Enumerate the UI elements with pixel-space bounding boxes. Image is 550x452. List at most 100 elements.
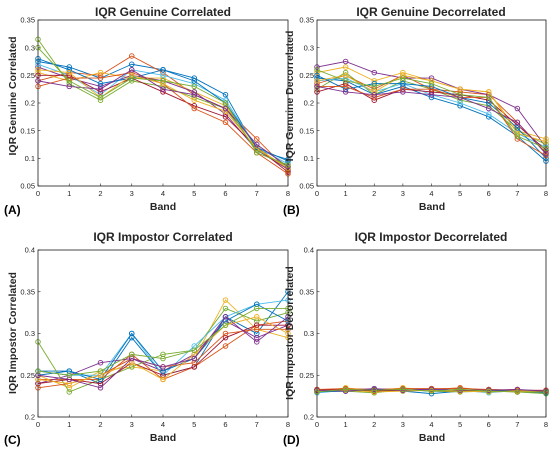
panel-b-series-path <box>316 69 547 149</box>
panel-d-x-tick-label: 8 <box>544 420 548 429</box>
panel-a-x-tick-label: 0 <box>36 189 40 198</box>
panel-c-data-point <box>128 330 135 337</box>
panel-b-y-tick-label: 0.3 <box>304 43 314 52</box>
panel-a-series-line <box>35 69 291 173</box>
panel-b-series-path <box>316 74 547 143</box>
panel-a-y-tick-label: 0.15 <box>20 126 35 135</box>
panel-a-series-path <box>37 39 289 168</box>
panel-a-y-tick-label: 0.3 <box>25 43 35 52</box>
panel-b-data-point <box>342 64 349 70</box>
panel-d-x-tick-label: 7 <box>515 420 519 429</box>
panel-a-data-point <box>97 94 104 101</box>
panel-d-data-point <box>514 389 521 395</box>
panel-c-data-point <box>97 359 104 366</box>
panel-b-y-tick-label: 0.1 <box>304 154 314 163</box>
panel-b-data-point <box>457 91 463 98</box>
panel-c-data-point <box>128 351 135 358</box>
panel-b-plot-area <box>316 19 547 187</box>
panel-b-series-path <box>316 83 547 151</box>
panel-b-data-point <box>371 83 378 90</box>
panel-a-data-point <box>128 67 135 73</box>
panel-a-data-point <box>66 78 72 84</box>
panel-a-data-point <box>97 86 104 92</box>
panel-b-data-point <box>428 80 435 87</box>
panel-b-data-point <box>514 125 521 131</box>
panel-b-xlabel: Band <box>419 201 445 213</box>
panel-b-series-path <box>317 85 547 156</box>
panel-a-data-point <box>160 89 166 95</box>
panel-a-data-point <box>160 78 166 84</box>
panel-c-series-line <box>35 301 291 383</box>
panel-b-data-point <box>457 86 463 92</box>
panel-a-xlabel: Band <box>150 201 176 213</box>
panel-b-data-point <box>428 75 435 81</box>
panel-a-data-point <box>160 86 166 92</box>
panel-a-data-point <box>253 136 260 142</box>
panel-a-series-path <box>37 55 289 171</box>
panel-b-y-tick-label: 0.25 <box>299 71 314 80</box>
panel-a-x-tick-label: 3 <box>130 189 134 198</box>
panel-b-data-point <box>514 133 521 139</box>
panel-d-y-tick-label: 0.3 <box>304 329 314 338</box>
panel-c-y-tick-label: 0.3 <box>25 329 35 338</box>
panel-c-plot-area <box>37 249 289 418</box>
panel-c-data-point <box>222 297 229 303</box>
panel-d-y-tick-label: 0.2 <box>304 413 314 422</box>
panel-c-x-tick-label: 4 <box>161 420 165 429</box>
panel-b-data-point <box>400 80 406 87</box>
panel-c-data-point <box>66 372 72 379</box>
panel-d-data-point <box>428 388 435 394</box>
panel-b-series-path <box>316 77 547 162</box>
panel-d-data-point <box>342 388 349 394</box>
panel-a-y-tick-label: 0.2 <box>25 99 35 108</box>
panel-c-data-point <box>253 314 260 320</box>
panel-b-data-point <box>486 105 492 112</box>
panel-a-y-tick-label: 0.1 <box>25 154 35 163</box>
panel-a-data-point <box>160 80 166 87</box>
panel-b-series-line <box>314 83 549 157</box>
panel-b-data-point <box>400 72 406 79</box>
panel-b-title: IQR Genuine Decorrelated <box>356 5 505 19</box>
panel-c-data-point <box>222 305 229 312</box>
panel-c-y-tick-label: 0.4 <box>25 246 35 255</box>
panel-a-data-point <box>222 91 229 98</box>
panel-c-x-tick-label: 7 <box>255 420 259 429</box>
panel-b-data-point <box>371 69 378 76</box>
panel-a-x-tick-label: 4 <box>161 189 165 198</box>
panel-b-data-point <box>371 91 378 98</box>
panel-a-x-tick-label: 5 <box>192 189 196 198</box>
panel-b-axes-frame <box>316 19 547 187</box>
panel-b-ylabel: IQR Genuine Decorrelated <box>284 31 296 162</box>
panel-a-data-point <box>66 83 72 90</box>
panel-c-y-tick-label: 0.2 <box>25 413 35 422</box>
panel-a-series-path <box>37 58 289 162</box>
panel-c-series-path <box>37 308 288 376</box>
panel-b-series-line <box>314 58 549 151</box>
panel-b-x-tick-label: 3 <box>401 189 405 198</box>
panel-b-data-point <box>342 83 349 90</box>
panel-a-series-path <box>37 47 289 166</box>
panel-a-data-point <box>191 105 197 112</box>
panel-c-x-tick-label: 8 <box>286 420 290 429</box>
panel-a-data-point <box>97 69 104 76</box>
panel-a-data-point <box>160 75 166 81</box>
panel-c-series-path <box>37 316 289 385</box>
panel-a-series-path <box>37 72 289 175</box>
panel-d-data-point <box>400 386 406 393</box>
panel-d-data-point <box>371 387 378 394</box>
panel-b-series-line <box>314 72 549 156</box>
panel-c-axes-frame <box>37 249 289 418</box>
panel-d-data-point <box>342 386 349 393</box>
panel-b-x-tick-label: 1 <box>344 189 348 198</box>
panel-a-data-point <box>253 141 260 148</box>
panel-c-data-point <box>253 339 260 345</box>
panel-b-data-point <box>342 89 349 95</box>
panel-b-data-point <box>457 94 463 101</box>
panel-d-x-tick-label: 6 <box>487 420 491 429</box>
panel-b: IQR Genuine Decorrelated Band IQR Genuin… <box>283 5 549 217</box>
panel-a-series-line <box>35 55 291 164</box>
panel-a-data-point <box>222 105 229 112</box>
panel-c-x-tick-label: 6 <box>223 420 227 429</box>
panel-c-data-point <box>222 330 229 337</box>
